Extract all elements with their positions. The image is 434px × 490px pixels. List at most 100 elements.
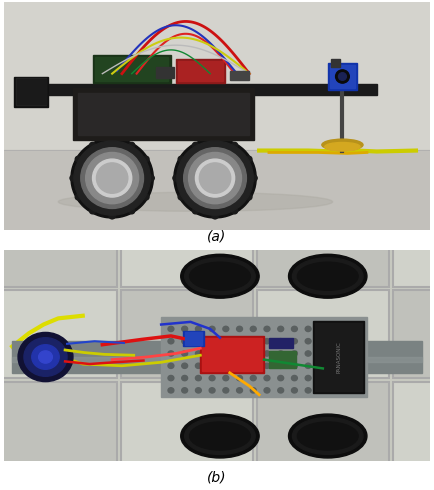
Circle shape [250, 388, 256, 393]
Circle shape [319, 388, 325, 393]
Bar [176, 59, 225, 83]
Ellipse shape [58, 193, 332, 211]
Circle shape [223, 363, 229, 368]
Bar [257, 382, 389, 469]
Circle shape [182, 363, 187, 368]
Bar [17, 79, 46, 104]
Bar [328, 63, 357, 90]
Ellipse shape [190, 422, 250, 450]
Circle shape [182, 339, 187, 344]
Circle shape [223, 339, 229, 344]
Bar [184, 332, 202, 345]
Bar [257, 473, 389, 490]
Ellipse shape [190, 262, 250, 290]
Bar [230, 71, 250, 80]
Circle shape [129, 143, 135, 148]
Circle shape [71, 138, 153, 218]
Circle shape [264, 375, 270, 381]
Bar [14, 76, 49, 107]
Circle shape [278, 339, 284, 344]
Circle shape [278, 375, 284, 381]
Circle shape [332, 351, 339, 356]
Circle shape [346, 363, 352, 368]
Circle shape [346, 339, 352, 344]
Circle shape [129, 208, 135, 214]
Bar [156, 67, 174, 78]
Circle shape [305, 388, 311, 393]
Circle shape [251, 175, 257, 181]
Circle shape [319, 375, 325, 381]
Ellipse shape [289, 414, 367, 458]
Circle shape [305, 339, 311, 344]
Bar [393, 290, 434, 378]
Circle shape [346, 375, 352, 381]
Bar [73, 88, 254, 140]
Circle shape [246, 194, 252, 200]
Bar [0, 290, 117, 378]
Bar [121, 199, 253, 287]
Circle shape [292, 339, 297, 344]
Circle shape [174, 138, 256, 218]
Bar [393, 382, 434, 469]
Circle shape [237, 363, 243, 368]
Circle shape [237, 326, 243, 332]
Circle shape [237, 351, 243, 356]
Circle shape [195, 339, 201, 344]
Circle shape [143, 194, 149, 200]
Circle shape [178, 194, 184, 200]
Circle shape [195, 388, 201, 393]
Bar [313, 321, 364, 393]
Circle shape [109, 137, 115, 143]
Circle shape [212, 213, 218, 219]
Bar [330, 65, 355, 88]
Circle shape [319, 326, 325, 332]
Ellipse shape [325, 143, 360, 151]
Circle shape [195, 326, 201, 332]
Text: PANASONIC: PANASONIC [336, 341, 341, 373]
Bar [178, 61, 223, 81]
Ellipse shape [184, 417, 255, 454]
Circle shape [168, 326, 174, 332]
Circle shape [209, 326, 215, 332]
Bar [32, 84, 377, 96]
Circle shape [96, 163, 128, 193]
Circle shape [278, 363, 284, 368]
Circle shape [264, 326, 270, 332]
Circle shape [39, 351, 53, 363]
Circle shape [81, 147, 144, 208]
Circle shape [335, 70, 349, 83]
Circle shape [237, 339, 243, 344]
Bar [12, 341, 422, 373]
Circle shape [292, 375, 297, 381]
Circle shape [89, 208, 95, 214]
Circle shape [250, 375, 256, 381]
Circle shape [250, 351, 256, 356]
Circle shape [209, 388, 215, 393]
Circle shape [32, 345, 59, 369]
Circle shape [209, 351, 215, 356]
Ellipse shape [181, 254, 259, 298]
Circle shape [292, 351, 297, 356]
Bar [121, 382, 253, 469]
Circle shape [250, 339, 256, 344]
Circle shape [195, 375, 201, 381]
Circle shape [319, 339, 325, 344]
Ellipse shape [181, 414, 259, 458]
Circle shape [168, 339, 174, 344]
Bar [4, 149, 430, 230]
Circle shape [85, 152, 138, 204]
Bar [121, 473, 253, 490]
Circle shape [305, 351, 311, 356]
Circle shape [182, 388, 187, 393]
Circle shape [148, 175, 154, 181]
Circle shape [223, 326, 229, 332]
Circle shape [168, 388, 174, 393]
Ellipse shape [322, 139, 363, 150]
Circle shape [195, 159, 235, 197]
Circle shape [250, 326, 256, 332]
Bar [202, 338, 262, 371]
Circle shape [199, 163, 231, 193]
Circle shape [18, 332, 73, 382]
Ellipse shape [289, 254, 367, 298]
Circle shape [332, 375, 339, 381]
